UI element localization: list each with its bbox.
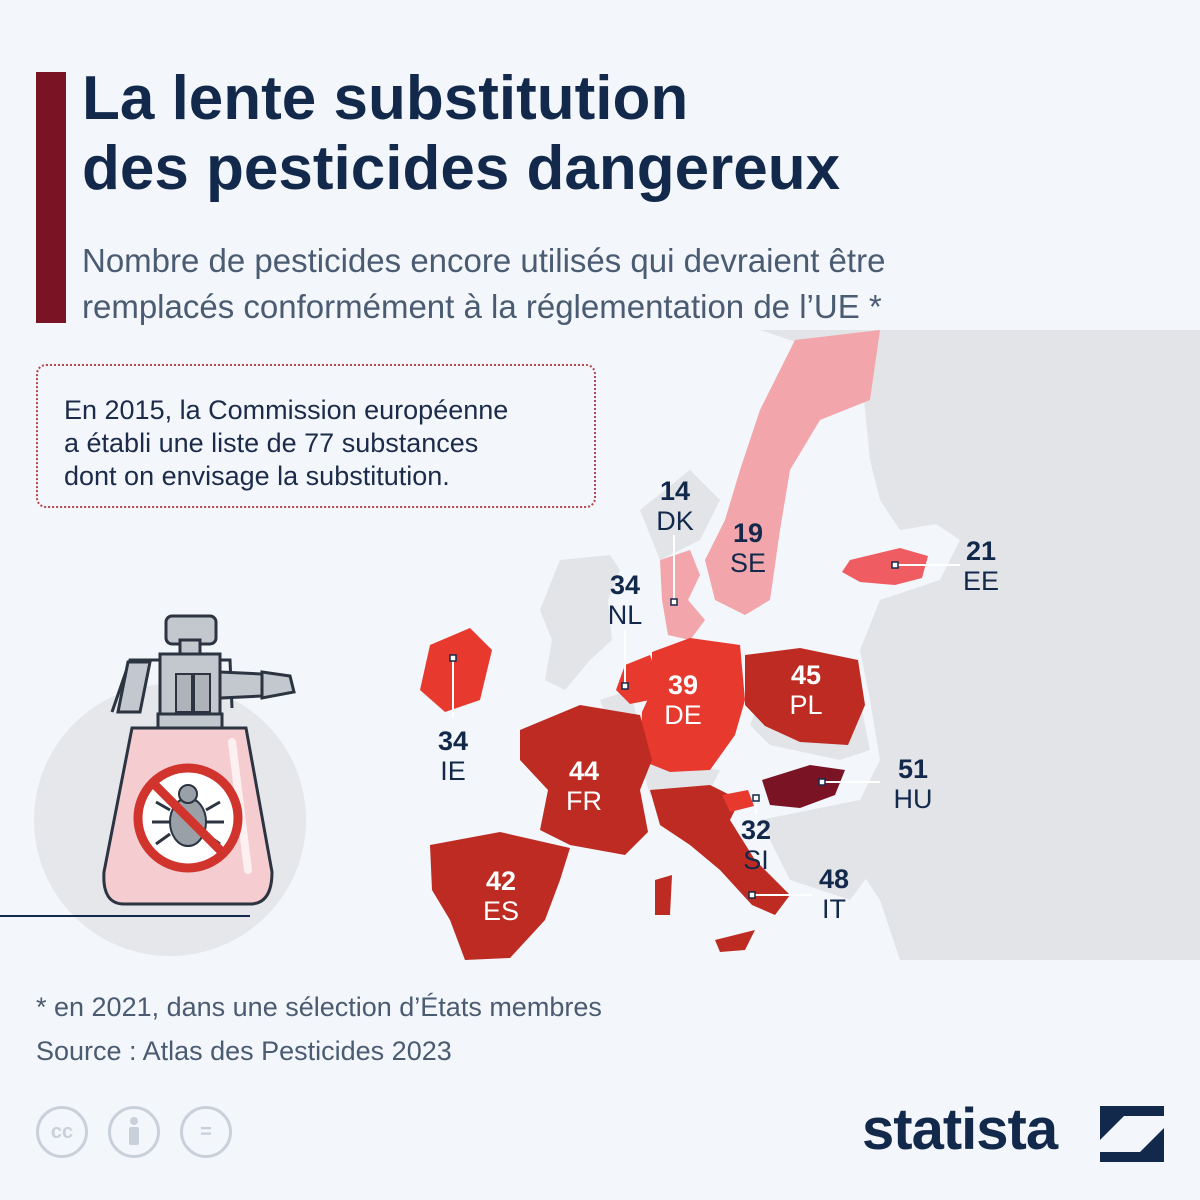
country-IT-sicily xyxy=(715,930,755,952)
label-DE: 39 DE xyxy=(638,670,728,730)
label-DK: 14 DK xyxy=(630,476,720,536)
value-DE: 39 xyxy=(667,670,699,700)
code-SI: SI xyxy=(743,845,769,875)
value-DK: 14 xyxy=(659,476,691,506)
country-DK xyxy=(660,550,705,640)
no-bug-icon xyxy=(133,763,243,873)
code-IT: IT xyxy=(822,894,846,924)
country-EE xyxy=(842,548,928,585)
label-IT: 48 IT xyxy=(789,864,879,924)
source-text: Source : Atlas des Pesticides 2023 xyxy=(36,1036,452,1066)
pesticide-sprayer-icon xyxy=(0,614,306,956)
code-FR: FR xyxy=(566,786,602,816)
country-SI xyxy=(722,790,754,812)
value-NL: 34 xyxy=(609,570,641,600)
label-ES: 42 ES xyxy=(456,866,546,926)
value-SI: 32 xyxy=(740,815,772,845)
country-NL xyxy=(616,655,658,704)
info-line-3: dont on envisage la substitution. xyxy=(64,461,450,491)
label-SE: 19 SE xyxy=(703,518,793,578)
europe-map xyxy=(420,330,1200,960)
code-DE: DE xyxy=(664,700,702,730)
code-IE: IE xyxy=(440,756,466,786)
page-subtitle: Nombre de pesticides encore utilisés qui… xyxy=(82,238,1162,330)
label-EE: 21 EE xyxy=(936,536,1026,596)
country-IT-sardinia xyxy=(655,875,672,915)
value-ES: 42 xyxy=(485,866,517,896)
code-SE: SE xyxy=(729,548,767,578)
label-PL: 45 PL xyxy=(761,660,851,720)
value-IT: 48 xyxy=(818,864,850,894)
subtitle-line-1: Nombre de pesticides encore utilisés qui… xyxy=(82,242,886,279)
title-accent-bar xyxy=(36,72,66,323)
code-NL: NL xyxy=(607,600,643,630)
label-HU: 51 HU xyxy=(868,754,958,814)
info-line-2: a établi une liste de 77 substances xyxy=(64,428,479,458)
statista-brand[interactable]: statista xyxy=(862,1097,1058,1162)
value-PL: 45 xyxy=(790,660,822,690)
country-IE xyxy=(420,628,492,712)
title-line-2: des pesticides dangereux xyxy=(82,134,841,203)
title-line-1: La lente substitution xyxy=(82,64,689,133)
country-ES xyxy=(430,832,570,960)
code-ES: ES xyxy=(482,896,520,926)
country-FR xyxy=(520,705,652,855)
label-markers xyxy=(449,561,899,899)
country-IT xyxy=(650,785,790,915)
label-leader-lines xyxy=(452,535,960,896)
value-HU: 51 xyxy=(897,754,929,784)
label-FR: 44 FR xyxy=(539,756,629,816)
code-EE: EE xyxy=(962,566,1000,596)
info-line-1: En 2015, la Commission européenne xyxy=(64,395,509,425)
label-IE: 34 IE xyxy=(408,726,498,786)
statista-logo-icon[interactable] xyxy=(1100,1106,1164,1162)
country-HU xyxy=(762,765,845,808)
value-FR: 44 xyxy=(568,756,600,786)
country-SE xyxy=(705,330,880,615)
country-DE xyxy=(640,638,745,772)
country-PL xyxy=(745,648,865,745)
creative-commons-icon[interactable]: cc xyxy=(36,1106,88,1158)
page-title: La lente substitution des pesticides dan… xyxy=(82,64,840,204)
value-IE: 34 xyxy=(437,726,469,756)
footnote: * en 2021, dans une sélection d’États me… xyxy=(36,992,602,1022)
info-box: En 2015, la Commission européenne a étab… xyxy=(36,364,596,508)
code-DK: DK xyxy=(656,506,694,536)
no-derivatives-icon[interactable]: = xyxy=(180,1106,232,1158)
value-SE: 19 xyxy=(732,518,764,548)
attribution-icon[interactable] xyxy=(108,1106,160,1158)
highlighted-countries xyxy=(420,330,928,960)
label-SI: 32 SI xyxy=(711,815,801,875)
value-EE: 21 xyxy=(965,536,997,566)
code-PL: PL xyxy=(789,690,823,720)
label-NL: 34 NL xyxy=(580,570,670,630)
code-HU: HU xyxy=(893,784,933,814)
subtitle-line-2: remplacés conformément à la réglementati… xyxy=(82,288,882,325)
